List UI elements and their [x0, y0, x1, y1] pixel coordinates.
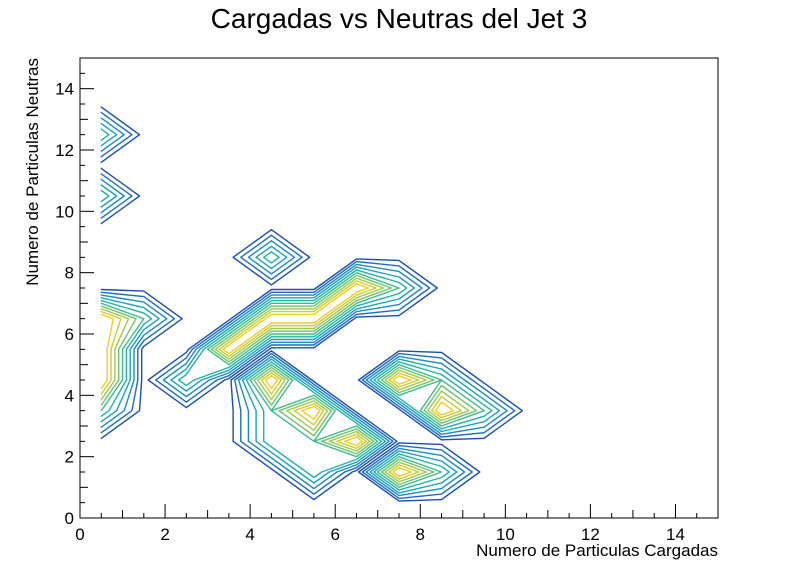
x-tick-label: 12: [581, 525, 600, 544]
x-axis-title: Numero de Particulas Cargadas: [476, 541, 718, 560]
x-tick-label: 6: [330, 525, 339, 544]
x-tick-label: 8: [416, 525, 425, 544]
contour-level-2: [100, 111, 516, 500]
y-axis: 0 2 4 6 8 10 12 14: [55, 57, 94, 528]
y-tick-label: 8: [65, 264, 74, 283]
contour-lines: [100, 106, 523, 502]
x-tick-label: 0: [75, 525, 84, 544]
y-tick-label: 2: [65, 448, 74, 467]
x-tick-label: 10: [496, 525, 515, 544]
x-tick-label: 2: [160, 525, 169, 544]
x-tick-label: 4: [245, 525, 254, 544]
contour-level-4: [100, 122, 501, 494]
contour-level-5: [100, 128, 493, 491]
chart-title: Cargadas vs Neutras del Jet 3: [211, 3, 588, 34]
contour-level-10: [100, 283, 455, 477]
contour-level-9: [100, 280, 462, 480]
y-tick-label: 0: [65, 509, 74, 528]
y-tick-label: 4: [65, 386, 74, 405]
contour-level-3: [100, 117, 508, 497]
y-tick-label: 12: [55, 141, 74, 160]
y-axis-title: Numero de Particulas Neutras: [23, 58, 42, 286]
y-tick-label: 6: [65, 325, 74, 344]
x-axis: 0 2 4 6 8 10 12 14: [75, 504, 719, 544]
y-tick-label: 14: [55, 80, 74, 99]
contour-level-6: [100, 272, 485, 488]
contour-level-8: [100, 277, 470, 483]
x-tick-label: 14: [666, 525, 685, 544]
y-tick-label: 10: [55, 202, 74, 221]
contour-level-7: [100, 274, 478, 486]
contour-level-1: [100, 106, 523, 502]
